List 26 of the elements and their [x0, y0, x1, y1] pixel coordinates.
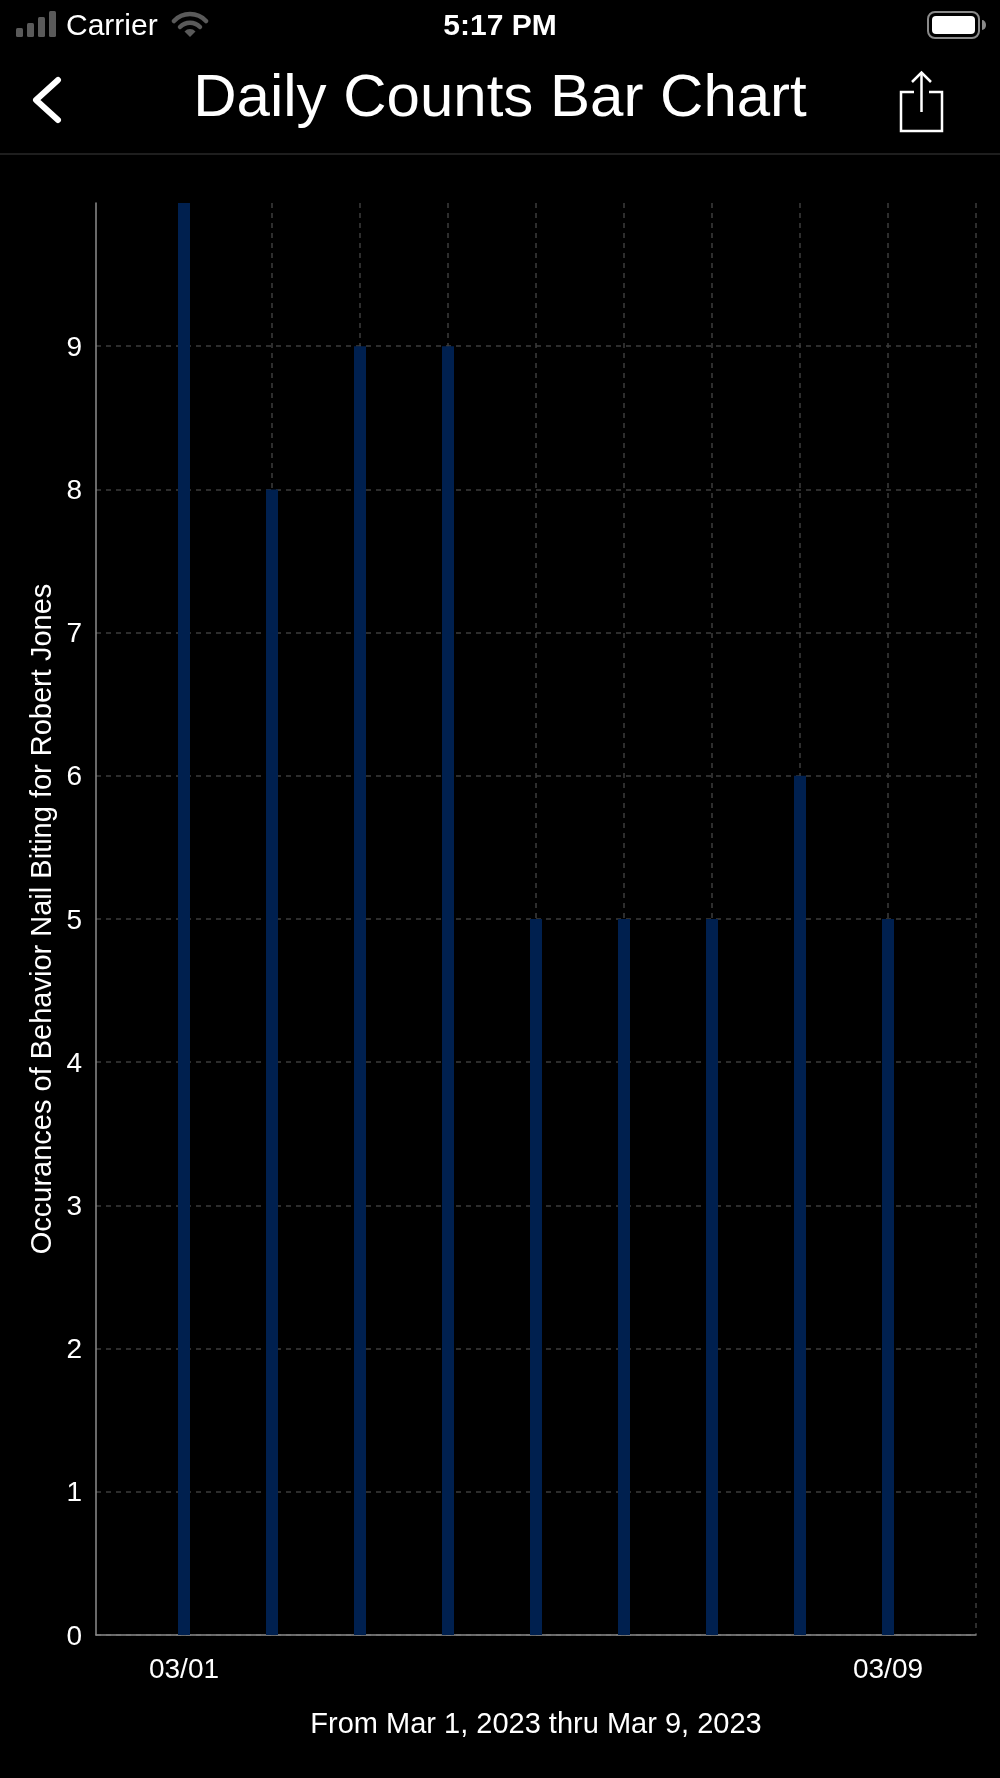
y-tick-label: 0	[66, 1619, 82, 1651]
bar	[530, 919, 542, 1635]
bar	[882, 919, 894, 1635]
y-tick-label: 5	[66, 903, 82, 935]
bar	[442, 346, 454, 1635]
text: 5:17 PM	[443, 8, 557, 41]
bar	[706, 919, 718, 1635]
y-tick-label: 8	[66, 473, 82, 505]
bar	[354, 346, 366, 1635]
y-axis-title: Occurances of Behavior Nail Biting for Robert Jones	[25, 583, 58, 1255]
x-tick-label: 03/01	[148, 1652, 220, 1684]
y-tick-label: 2	[66, 1333, 82, 1365]
bar	[178, 203, 190, 1635]
y-tick-label: 7	[66, 617, 82, 649]
x-axis-title: From Mar 1, 2023 thru Mar 9, 2023	[310, 1706, 762, 1739]
y-tick-label: 9	[66, 330, 82, 362]
y-tick-label: 3	[66, 1189, 82, 1221]
bar	[266, 489, 278, 1635]
text: Carrier	[66, 7, 158, 43]
chart-title: Daily Counts Bar Chart	[192, 61, 808, 131]
y-tick-label: 6	[66, 760, 82, 792]
bar	[794, 775, 806, 1635]
x-tick-label: 03/09	[852, 1652, 924, 1684]
y-tick-label: 4	[66, 1046, 82, 1078]
y-tick-label: 1	[66, 1476, 82, 1508]
bar	[618, 919, 630, 1635]
